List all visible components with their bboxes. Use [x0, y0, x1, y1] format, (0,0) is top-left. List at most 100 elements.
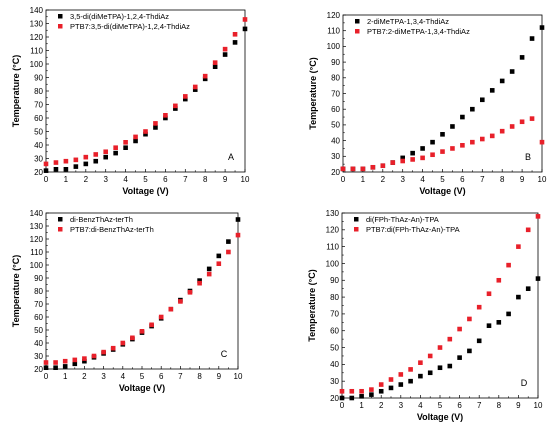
panel-letter: A: [228, 152, 234, 162]
data-point: [437, 345, 443, 350]
y-tick-label: 40: [34, 339, 43, 348]
data-point: [83, 161, 89, 167]
legend-label: PTB7:3,5-di(diMeTPA)-1,2,4-ThdiAz: [70, 22, 190, 31]
x-tick-label: 10: [234, 372, 243, 381]
data-point: [212, 60, 218, 65]
data-point: [216, 261, 222, 266]
data-point: [525, 227, 531, 233]
series-red: [43, 17, 248, 167]
data-point: [418, 360, 423, 365]
y-axis-title: Temperature (°C): [307, 269, 317, 341]
y-tick-label: 40: [330, 360, 339, 369]
x-tick-label: 9: [217, 372, 222, 381]
series-black: [43, 26, 248, 173]
x-tick-label: 7: [477, 401, 482, 410]
y-tick-label: 110: [326, 242, 339, 251]
y-axis-title: Temperature (°C): [11, 55, 21, 127]
panel-letter: C: [221, 349, 228, 359]
data-point: [158, 314, 164, 320]
series-black: [43, 217, 241, 370]
legend-marker: [355, 19, 360, 24]
data-point: [420, 146, 425, 151]
y-tick-label: 70: [34, 300, 43, 309]
y-tick-label: 120: [327, 11, 341, 20]
data-point: [232, 32, 238, 37]
y-tick-label: 130: [30, 19, 44, 28]
x-tick-label: 8: [203, 175, 208, 184]
data-point: [235, 232, 241, 238]
data-point: [43, 161, 49, 167]
data-point: [197, 278, 202, 283]
x-tick-label: 8: [500, 175, 505, 184]
x-tick-label: 5: [438, 401, 443, 410]
y-tick-label: 40: [331, 136, 340, 145]
x-tick-label: 4: [420, 175, 425, 184]
data-point: [410, 157, 415, 162]
data-point: [133, 138, 138, 144]
x-tick-label: 3: [399, 401, 404, 410]
y-tick-label: 100: [327, 42, 341, 51]
data-point: [62, 358, 68, 364]
y-tick-label: 30: [34, 352, 43, 361]
data-point: [173, 106, 178, 111]
y-tick-label: 80: [34, 87, 43, 96]
data-point: [183, 96, 188, 102]
legend-label: di-BenzThAz-terTh: [70, 215, 133, 224]
y-tick-label: 80: [331, 74, 340, 83]
data-point: [339, 388, 345, 394]
x-tick-label: 2: [82, 372, 87, 381]
data-point: [489, 88, 495, 93]
data-point: [525, 286, 531, 291]
legend-marker: [354, 227, 359, 232]
x-tick-label: 10: [241, 175, 250, 184]
y-tick-label: 60: [34, 313, 43, 322]
x-axis-title: Voltage (V): [122, 186, 168, 196]
data-point: [516, 244, 521, 249]
y-tick-label: 140: [30, 209, 44, 218]
x-tick-label: 8: [197, 372, 202, 381]
data-point: [420, 155, 425, 161]
data-point: [450, 146, 455, 151]
x-tick-label: 1: [64, 175, 69, 184]
data-point: [447, 336, 453, 342]
legend-marker: [58, 217, 63, 222]
data-point: [489, 133, 495, 139]
data-point: [153, 121, 158, 126]
x-tick-label: 0: [341, 175, 346, 184]
y-tick-label: 80: [330, 293, 339, 302]
y-tick-label: 130: [30, 222, 44, 231]
y-tick-label: 100: [326, 259, 340, 268]
data-point: [178, 299, 183, 304]
legend-label: di(FPh-ThAz-An)-TPA: [366, 215, 439, 224]
data-point: [378, 388, 384, 394]
data-point: [476, 304, 482, 310]
data-point: [470, 106, 475, 112]
data-point: [370, 164, 376, 170]
y-tick-label: 50: [34, 326, 43, 335]
data-point: [163, 115, 168, 121]
data-point: [183, 94, 188, 99]
x-tick-label: 5: [140, 372, 145, 381]
data-point: [457, 355, 462, 360]
y-tick-label: 70: [34, 100, 43, 109]
data-point: [440, 132, 445, 137]
y-tick-label: 70: [330, 310, 339, 319]
data-point: [535, 276, 541, 281]
data-point: [349, 395, 355, 401]
data-point: [235, 217, 241, 222]
data-point: [499, 128, 505, 134]
data-point: [400, 158, 405, 164]
data-point: [143, 131, 148, 137]
data-point: [82, 358, 87, 364]
data-point: [460, 143, 465, 148]
x-tick-label: 0: [44, 372, 49, 381]
data-point: [400, 155, 405, 161]
data-point: [206, 271, 212, 277]
y-tick-label: 90: [34, 274, 43, 283]
data-point: [486, 291, 492, 297]
data-point: [437, 365, 443, 371]
y-tick-label: 90: [331, 58, 340, 67]
data-point: [360, 166, 366, 172]
y-tick-label: 100: [30, 261, 44, 270]
data-point: [226, 239, 231, 244]
